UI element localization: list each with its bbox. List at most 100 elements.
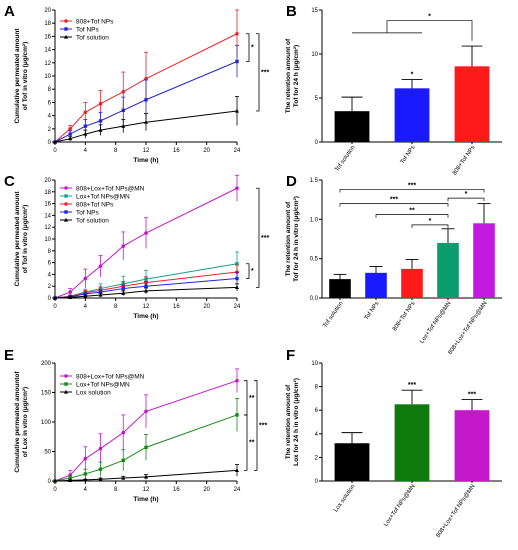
panel-a-point-0-6 xyxy=(235,31,239,36)
panel-c-point-4-4 xyxy=(121,291,126,295)
panel-c-point-3-2 xyxy=(83,292,88,296)
panel-e-ytick-label-3: 150 xyxy=(41,391,52,397)
panel-a-point-0-1 xyxy=(68,127,72,131)
panel-a-ytick-label-9: 18 xyxy=(44,21,51,27)
panel-d-sig-label-0: *** xyxy=(408,182,416,189)
panel-c-point-4-1 xyxy=(68,295,73,300)
panel-a-point-2-0 xyxy=(53,139,57,144)
panel-b-sig-label-1: * xyxy=(428,14,431,21)
panel-d-sig-label-3: * xyxy=(429,218,432,225)
panel-d-sig-label-1: *** xyxy=(390,197,398,204)
panel-a-legend-label-2: Tof solution xyxy=(76,34,109,41)
panel-c-point-3-3 xyxy=(98,290,103,294)
panel-a-xlabel: Time (h) xyxy=(133,157,158,164)
panel-c-legend-label-3: Tof NPs xyxy=(76,209,100,216)
panel-c-point-4-5 xyxy=(144,288,148,293)
panel-e-ylabel-line-0: Cumulative permeated amountof xyxy=(14,371,21,473)
panel-b-xtick-label-2: 808+Tof NPs xyxy=(452,145,477,177)
panel-a-ylabel-line-1: of Tof in vitro (μg/cm²) xyxy=(22,42,29,111)
panel-b-bar-0 xyxy=(334,111,370,142)
panel-e-point-1-1 xyxy=(68,476,72,480)
panel-a-ytick-label-1: 2 xyxy=(48,127,52,133)
panel-c-legend-marker-4 xyxy=(64,217,68,222)
panel-f-ylabel-line-1: Lox for 24 h in vitro (μg/cm²) xyxy=(293,378,300,466)
panel-b-ytick-label-1: 5 xyxy=(315,96,319,102)
panel-e-ytick-label-0: 0 xyxy=(48,479,52,485)
panel-c-ytick-label-10: 20 xyxy=(44,178,51,184)
panel-a-ytick-label-0: 0 xyxy=(48,140,52,146)
panel-a-ytick-label-4: 8 xyxy=(48,87,52,93)
panel-a-point-2-6 xyxy=(235,108,239,113)
panel-a-sig-label-0: * xyxy=(251,45,254,52)
panel-c-sig-label-1: *** xyxy=(261,235,269,242)
panel-e-point-2-0 xyxy=(53,478,57,483)
panel-a-sig-bracket-1 xyxy=(256,33,260,112)
panel-f-ylabel-line-0: The retention amount of xyxy=(285,384,292,459)
panel-e-sig-bracket-1 xyxy=(244,414,248,471)
panel-a-point-2-3 xyxy=(98,127,103,132)
panel-c-point-4-0 xyxy=(53,295,57,300)
panel-a-xtick-label-2: 8 xyxy=(114,148,118,154)
panel-a-ytick-label-10: 20 xyxy=(44,8,51,14)
panel-e-legend-marker-0 xyxy=(64,374,68,378)
panel-e-sig-bracket-0 xyxy=(244,380,248,416)
panel-a-point-1-3 xyxy=(98,119,103,123)
panel-a-legend-label-0: 808+Tof NPs xyxy=(76,18,114,25)
panel-letter-a: A xyxy=(4,3,15,20)
panel-e-xlabel: Time (h) xyxy=(133,496,158,503)
chart-panel-e: 0 50 100 150 200 0 4 8 12 16 20 24 Time (h) Cumulativ… xyxy=(14,361,267,503)
panel-b-xtick-label-1: Tof NPs xyxy=(400,145,417,166)
panel-b-sig-label-0: * xyxy=(411,72,414,79)
panel-d-xtick-label-4: 808+Lox+Tof NPs@MN xyxy=(448,301,489,356)
panel-c-legend-label-4: Tof solution xyxy=(76,217,109,224)
chart-panel-b: 0 5 10 15 The retention amount of Tof for 24 … xyxy=(285,8,502,176)
panel-a-ytick-label-8: 16 xyxy=(44,34,51,40)
panel-a-ytick-label-6: 12 xyxy=(44,61,51,67)
panel-e-ytick-label-2: 100 xyxy=(41,420,52,426)
panel-e-point-0-3 xyxy=(98,446,103,451)
panel-e-point-2-6 xyxy=(235,468,239,472)
panel-d-sig-bracket-3 xyxy=(411,224,449,228)
panel-c-legend-label-1: Lox+Tof NPs@MN xyxy=(76,193,130,200)
panel-c-sig-bracket-0 xyxy=(246,263,250,279)
panel-c-ytick-label-9: 18 xyxy=(44,190,51,196)
panel-c-ytick-label-6: 12 xyxy=(44,225,51,231)
panel-c-xtick-label-4: 16 xyxy=(173,304,180,310)
panel-e-legend-marker-1 xyxy=(64,382,68,386)
panel-a-legend-marker-1 xyxy=(64,27,68,31)
panel-e-sig-label-2: *** xyxy=(259,423,267,430)
panel-a-ytick-label-2: 4 xyxy=(48,114,52,120)
panel-d-sig-bracket-4 xyxy=(447,197,485,202)
panel-c-point-3-6 xyxy=(235,276,239,281)
panel-e-point-2-2 xyxy=(83,477,88,482)
panel-e-legend-label-1: Lox+Tof NPs@MN xyxy=(76,381,130,388)
panel-a-point-0-5 xyxy=(144,76,148,81)
panel-f-xtick-label-1: Lox+Tof NPs@MN xyxy=(383,484,416,528)
panel-a-ytick-label-3: 6 xyxy=(48,100,52,106)
panel-d-sig-bracket-2 xyxy=(375,214,449,218)
panel-a-ytick-label-5: 10 xyxy=(44,74,51,80)
panel-e-point-2-4 xyxy=(121,475,126,480)
panel-d-sig-bracket-0 xyxy=(339,189,485,193)
panel-d-sig-label-2: ** xyxy=(409,208,415,215)
panel-d-xtick-label-0: Tof solution xyxy=(322,301,344,329)
panel-c-xlabel: Time (h) xyxy=(133,313,158,320)
panel-a-legend-label-1: Tof NPs xyxy=(76,26,100,33)
panel-f-bar-1 xyxy=(394,404,430,481)
panel-f-ytick-label-4: 8 xyxy=(315,385,319,391)
panel-c-legend-marker-3 xyxy=(64,210,68,214)
panel-c-ytick-label-0: 0 xyxy=(48,296,52,302)
panel-e-sig-label-1: ** xyxy=(249,440,255,447)
panel-e-point-1-4 xyxy=(121,458,125,463)
panel-c-ytick-label-7: 14 xyxy=(44,213,51,219)
panel-b-bar-2 xyxy=(454,66,490,142)
panel-c-point-4-6 xyxy=(235,285,239,289)
panel-a-point-2-1 xyxy=(68,136,73,141)
panel-c-point-0-5 xyxy=(144,231,148,235)
panel-e-ytick-label-4: 200 xyxy=(41,361,52,367)
panel-e-point-2-1 xyxy=(68,478,73,483)
panel-e-point-2-5 xyxy=(144,474,148,479)
panel-letter-b: B xyxy=(286,3,297,20)
panel-e-legend-marker-2 xyxy=(64,389,68,394)
